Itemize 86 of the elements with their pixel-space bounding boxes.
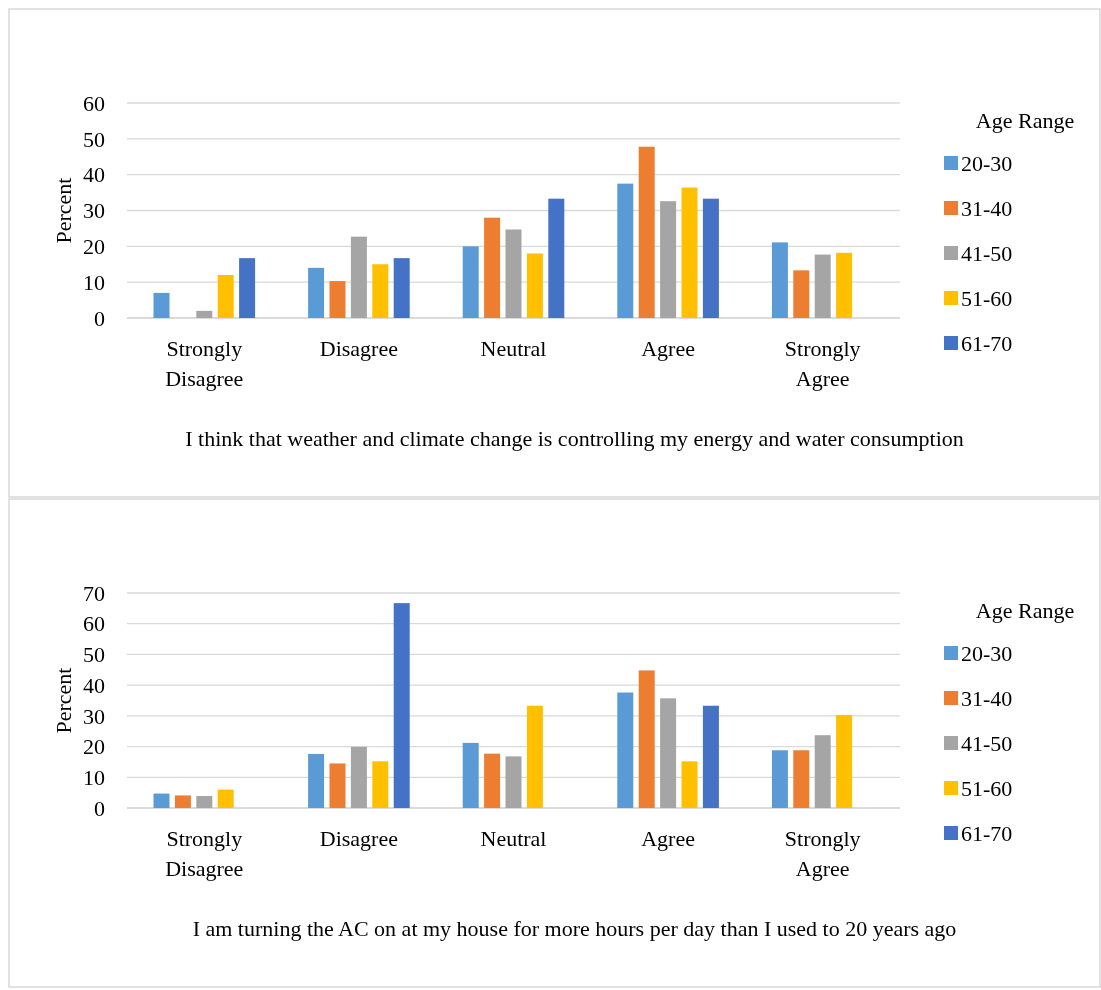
bar <box>329 763 346 808</box>
x-tick-label: Disagree <box>319 826 398 851</box>
x-tick-label: Agree <box>641 336 695 361</box>
legend-label: 41-50 <box>961 730 1013 756</box>
legend-title: Age Range <box>975 107 1075 133</box>
bar <box>196 796 213 808</box>
y-tick-label: 10 <box>83 764 105 790</box>
y-tick-label: 20 <box>83 234 105 260</box>
x-tick-label: Strongly Disagree <box>165 336 244 391</box>
bar <box>660 698 677 808</box>
bar <box>526 253 543 318</box>
x-tick-label: Neutral <box>480 826 547 851</box>
legend-label: 51-60 <box>961 775 1013 801</box>
legend-label: 61-70 <box>961 820 1013 846</box>
y-axis-title: Percent <box>51 177 76 244</box>
x-tick-label: Strongly Agree <box>784 336 861 391</box>
bar <box>196 310 213 318</box>
bar <box>793 750 810 808</box>
bar <box>771 750 788 808</box>
legend-label: 31-40 <box>961 685 1013 711</box>
bar <box>505 756 522 808</box>
y-tick-label: 20 <box>83 734 105 760</box>
bar <box>153 793 170 808</box>
y-tick-label: 0 <box>94 305 105 331</box>
bar <box>462 742 479 808</box>
legend-label: 20-30 <box>961 150 1013 176</box>
bar <box>462 246 479 318</box>
bar <box>350 746 367 808</box>
x-tick-label: Strongly Disagree <box>165 826 244 881</box>
bar <box>617 183 634 318</box>
bar <box>174 795 191 808</box>
bar <box>836 714 853 808</box>
text: I think that weather and climate change is controlling my energy and water consumption <box>185 426 964 451</box>
y-tick-label: 0 <box>94 795 105 821</box>
y-tick-label: 60 <box>83 611 105 637</box>
bar <box>350 236 367 318</box>
bar <box>372 264 389 318</box>
x-tick-label: Strongly Agree <box>784 826 861 881</box>
y-tick-label: 70 <box>83 580 105 606</box>
bar <box>329 281 346 318</box>
bar <box>217 789 234 808</box>
y-tick-label: 50 <box>83 126 105 152</box>
bar <box>239 258 256 318</box>
legend-label: 61-70 <box>961 330 1013 356</box>
bar <box>217 275 234 318</box>
bar <box>638 146 655 318</box>
bar <box>836 252 853 318</box>
legend-label: 41-50 <box>961 240 1013 266</box>
y-tick-label: 10 <box>83 269 105 295</box>
x-tick-label: Neutral <box>480 336 547 361</box>
x-tick-label: Agree <box>641 826 695 851</box>
bar <box>308 753 325 808</box>
bar <box>617 692 634 808</box>
bar <box>660 201 677 318</box>
y-tick-label: 40 <box>83 162 105 188</box>
bar <box>393 258 410 318</box>
y-tick-label: 40 <box>83 672 105 698</box>
bar <box>484 753 501 808</box>
legend-label: 51-60 <box>961 285 1013 311</box>
legend-label: 20-30 <box>961 640 1013 666</box>
bar <box>526 705 543 808</box>
bar <box>505 229 522 318</box>
y-axis-title: Percent <box>51 667 76 734</box>
bar <box>548 198 565 318</box>
legend-title: Age Range <box>975 597 1075 623</box>
bar <box>153 292 170 318</box>
bar <box>814 735 831 808</box>
y-tick-label: 30 <box>83 703 105 729</box>
bar <box>681 761 698 808</box>
bar <box>372 761 389 808</box>
bar <box>308 267 325 318</box>
bar <box>638 670 655 808</box>
y-tick-label: 60 <box>83 90 105 116</box>
bar <box>793 270 810 318</box>
bar <box>814 254 831 318</box>
y-tick-label: 50 <box>83 642 105 668</box>
bar <box>702 705 719 808</box>
bar <box>393 603 410 808</box>
bar <box>771 242 788 318</box>
bar <box>702 198 719 318</box>
legend-label: 31-40 <box>961 195 1013 221</box>
x-tick-label: Disagree <box>319 336 398 361</box>
y-tick-label: 30 <box>83 198 105 224</box>
bar <box>681 187 698 318</box>
text: I am turning the AC on at my house for more hours per day than I used to 20 years ago <box>192 916 957 941</box>
bar <box>484 217 501 318</box>
